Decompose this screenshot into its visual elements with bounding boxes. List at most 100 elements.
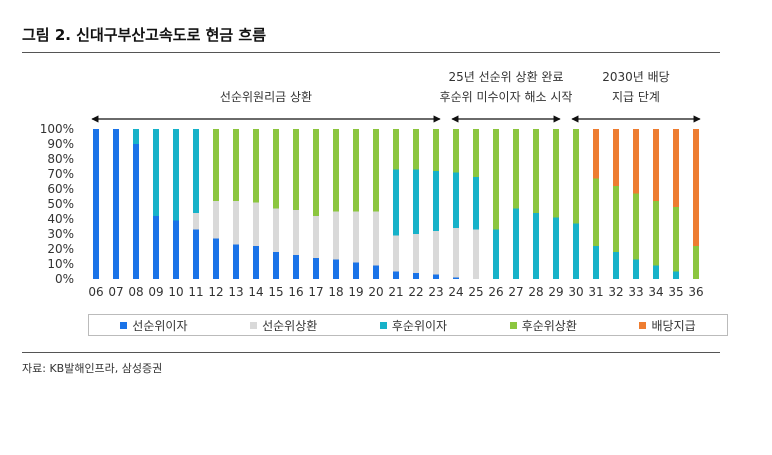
legend-swatch — [639, 321, 647, 329]
x-tick-label: 36 — [688, 285, 703, 299]
x-tick-label: 17 — [308, 285, 323, 299]
bar-segment-4 — [593, 178, 599, 246]
legend-label: 선순위상환 — [262, 318, 318, 333]
bar-segment-4 — [553, 129, 559, 218]
annotation-label: 2030년 배당 — [602, 70, 669, 84]
bar-segment-3 — [553, 217, 559, 279]
legend-item: 선순위상환 — [250, 317, 317, 334]
x-axis: 06 07 08 09 10 11 12 13 14 15 16 17 18 19 20 21 22 23 24 25… — [88, 285, 703, 299]
x-tick-label: 23 — [428, 285, 443, 299]
bar-segment-1 — [153, 216, 159, 279]
bar-segment-1 — [233, 244, 239, 279]
x-tick-label: 32 — [608, 285, 623, 299]
x-tick-label: 21 — [388, 285, 403, 299]
x-tick-label: 33 — [628, 285, 643, 299]
y-tick-label: 0% — [55, 272, 74, 286]
bar-segment-3 — [433, 171, 439, 231]
x-tick-label: 14 — [248, 285, 263, 299]
bar-segment-1 — [293, 255, 299, 279]
bar-segment-4 — [353, 129, 359, 212]
bar-segment-3 — [173, 129, 179, 221]
bar-segment-3 — [413, 169, 419, 234]
bar-segment-2 — [253, 202, 259, 246]
x-tick-label: 06 — [88, 285, 103, 299]
bar-segment-4 — [513, 129, 519, 209]
x-tick-label: 29 — [548, 285, 563, 299]
bar-segment-4 — [493, 129, 499, 230]
y-tick-label: 50% — [47, 197, 74, 211]
bar-segment-3 — [673, 271, 679, 279]
annotation-label: 선순위원리금 상환 — [220, 90, 312, 104]
bar-segment-1 — [353, 262, 359, 279]
y-tick-label: 80% — [47, 152, 74, 166]
x-tick-label: 35 — [668, 285, 683, 299]
bar-segment-1 — [373, 265, 379, 279]
x-tick-label: 15 — [268, 285, 283, 299]
bar-segment-4 — [653, 201, 659, 266]
bar-segment-1 — [413, 273, 419, 279]
x-tick-label: 08 — [128, 285, 143, 299]
legend-label: 배당지급 — [651, 318, 696, 333]
bar-segment-3 — [193, 129, 199, 213]
bars-layer — [93, 129, 699, 279]
bar-segment-1 — [113, 129, 119, 279]
legend-label: 후순위이자 — [391, 318, 448, 333]
bar-segment-4 — [313, 129, 319, 216]
bar-segment-3 — [453, 172, 459, 228]
bar-segment-3 — [473, 177, 479, 230]
bar-segment-2 — [433, 231, 439, 275]
bar-segment-3 — [533, 213, 539, 279]
bar-segment-1 — [133, 144, 139, 279]
x-tick-label: 28 — [528, 285, 543, 299]
bar-segment-4 — [473, 129, 479, 177]
bar-segment-4 — [413, 129, 419, 170]
bar-segment-1 — [173, 220, 179, 279]
legend-item: 배당지급 — [639, 317, 696, 334]
legend-item: 후순위이자 — [379, 317, 448, 334]
x-tick-label: 20 — [368, 285, 383, 299]
bar-segment-1 — [93, 129, 99, 279]
x-tick-label: 13 — [228, 285, 243, 299]
bar-segment-3 — [133, 129, 139, 144]
bar-segment-2 — [273, 208, 279, 252]
chart-legend: 선순위이자 선순위상환 후순위이자 후순위상환 배당지급 — [88, 314, 728, 336]
bar-segment-1 — [253, 246, 259, 279]
bottom-divider — [22, 352, 720, 353]
bar-segment-4 — [693, 246, 699, 279]
y-tick-label: 20% — [47, 242, 74, 256]
bar-segment-4 — [393, 129, 399, 170]
legend-label: 선순위이자 — [132, 318, 188, 333]
bar-segment-5 — [693, 129, 699, 246]
x-tick-label: 25 — [468, 285, 483, 299]
x-tick-label: 22 — [408, 285, 423, 299]
x-tick-label: 30 — [568, 285, 583, 299]
annotation-label: 후순위 미수이자 해소 시작 — [440, 90, 573, 104]
bar-segment-1 — [453, 277, 459, 279]
bar-segment-5 — [613, 129, 619, 186]
bar-segment-2 — [293, 210, 299, 255]
bar-segment-3 — [493, 229, 499, 279]
legend-swatch — [379, 321, 387, 329]
top-divider — [22, 52, 720, 53]
bar-segment-4 — [373, 129, 379, 212]
legend-swatch — [509, 321, 517, 329]
bar-segment-2 — [353, 211, 359, 263]
bar-segment-4 — [293, 129, 299, 210]
bar-segment-5 — [633, 129, 639, 194]
bar-segment-1 — [333, 259, 339, 279]
bar-segment-1 — [313, 258, 319, 279]
bar-segment-3 — [653, 265, 659, 279]
x-tick-label: 27 — [508, 285, 523, 299]
annotation-label: 25년 선순위 상환 완료 — [448, 70, 563, 84]
bar-segment-2 — [453, 228, 459, 278]
bar-segment-2 — [393, 235, 399, 272]
bar-segment-2 — [373, 211, 379, 266]
bar-segment-4 — [533, 129, 539, 213]
legend-swatch — [250, 321, 258, 329]
bar-segment-2 — [233, 201, 239, 245]
bar-segment-2 — [193, 213, 199, 230]
bar-segment-3 — [513, 208, 519, 279]
x-tick-label: 26 — [488, 285, 503, 299]
x-tick-label: 16 — [288, 285, 303, 299]
bar-segment-4 — [213, 129, 219, 201]
